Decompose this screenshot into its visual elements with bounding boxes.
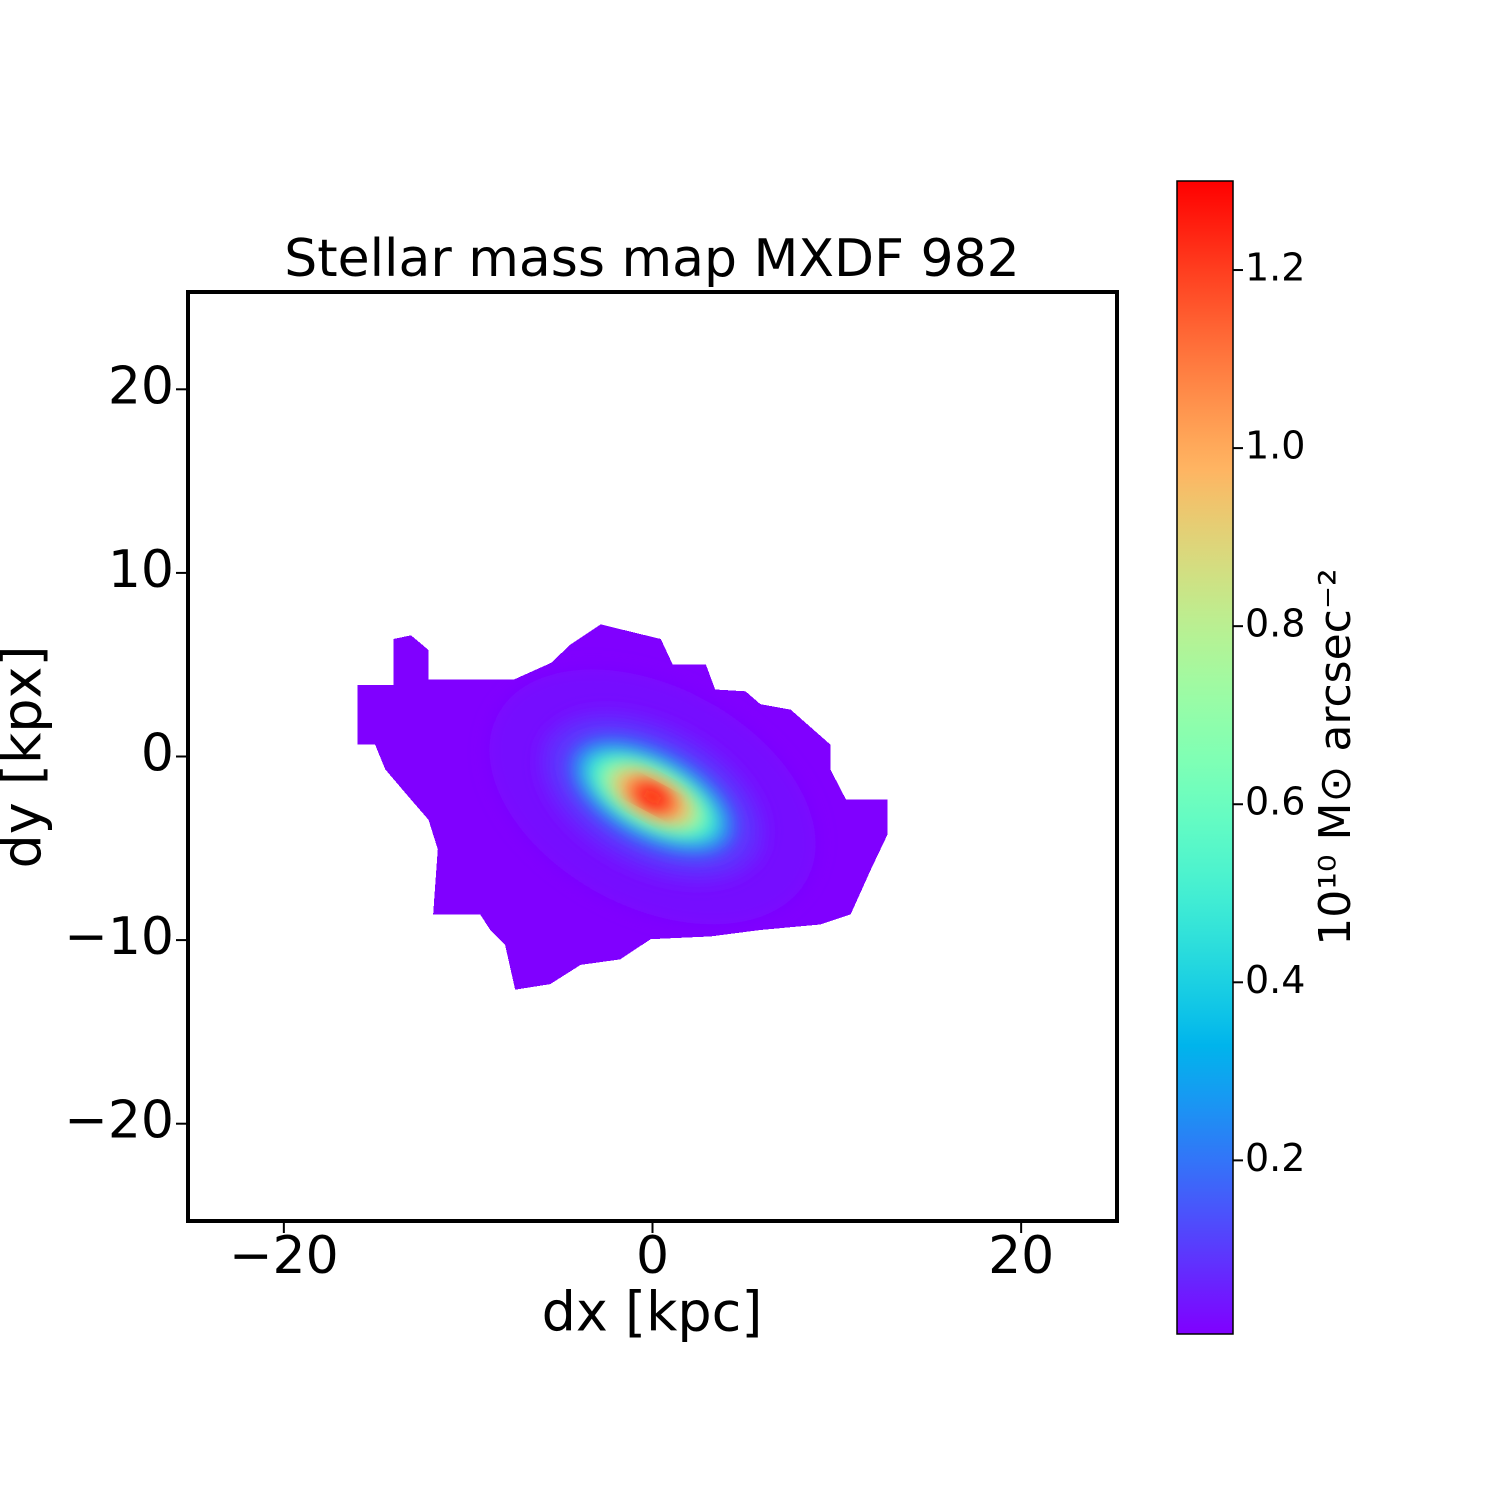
colorbar: [1177, 181, 1233, 1334]
colorbar-tick-label: 0.8: [1245, 602, 1305, 646]
y-axis-label: dy [kpx]: [0, 645, 54, 868]
x-tick-label: 20: [988, 1226, 1054, 1286]
image-layer: [357, 624, 888, 990]
colorbar-frame: [1176, 180, 1234, 1335]
isodensity: [638, 787, 667, 807]
colorbar-tick-label: 0.2: [1245, 1136, 1305, 1180]
y-tick-label: 10: [108, 540, 174, 600]
colorbar-tick-label: 0.4: [1245, 958, 1305, 1002]
colorbar-tick-label: 1.0: [1245, 424, 1305, 468]
chart-title: Stellar mass map MXDF 982: [284, 229, 1020, 289]
y-tick-label: −10: [64, 907, 174, 967]
colorbar-tick-label: 1.2: [1245, 246, 1305, 290]
x-tick-label: −20: [229, 1226, 339, 1286]
y-tick-label: 20: [108, 356, 174, 416]
y-tick-label: 0: [141, 724, 174, 784]
y-tick-label: −20: [64, 1091, 174, 1151]
x-tick-label: 0: [636, 1226, 669, 1286]
density-layer: [489, 669, 816, 925]
colorbar-tick-label: 0.6: [1245, 780, 1305, 824]
x-axis-label: dx [kpc]: [542, 1281, 763, 1344]
colorbar-label: 10¹⁰ M⊙ arcsec⁻²: [1310, 568, 1361, 945]
